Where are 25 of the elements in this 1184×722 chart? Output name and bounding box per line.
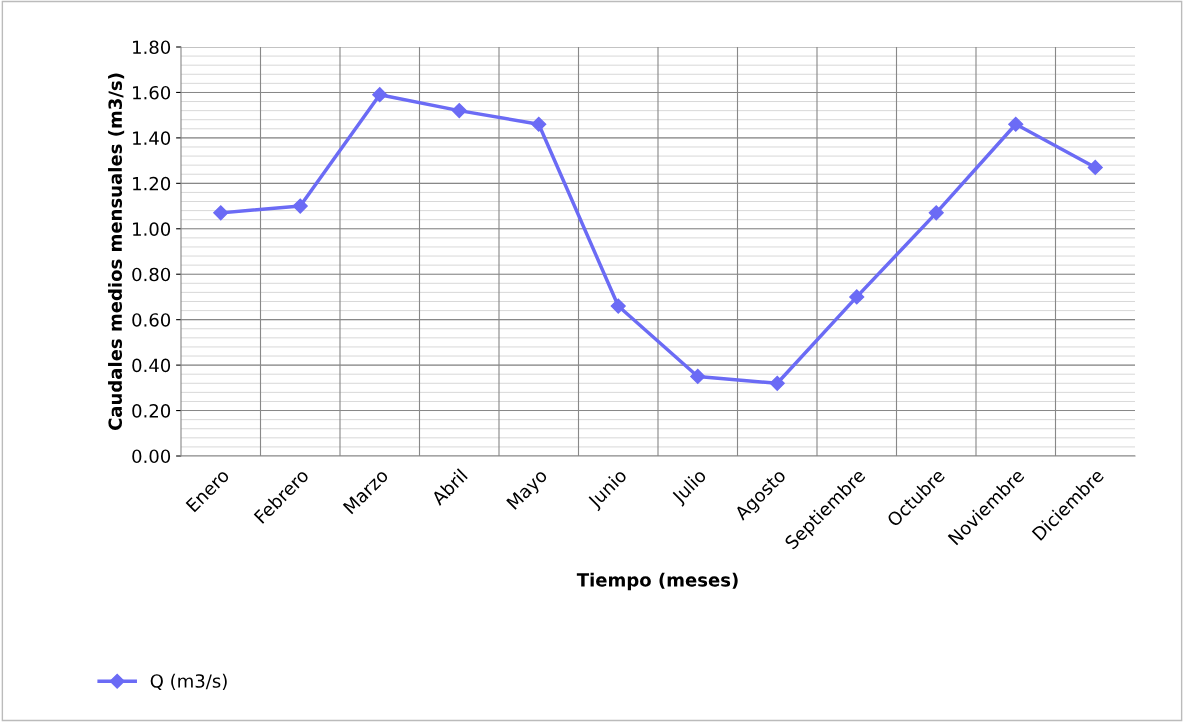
point: [372, 87, 388, 103]
point: [849, 289, 865, 305]
y-tick-label: 1.40: [133, 131, 171, 146]
y-tick-label: 1.00: [133, 222, 171, 236]
point: [928, 205, 944, 221]
point: [531, 116, 547, 132]
y-tick-label: 0.80: [132, 267, 171, 282]
y-tick-label: 0.60: [132, 313, 171, 327]
y-tick-label: 1.80: [133, 40, 171, 55]
point: [213, 205, 229, 221]
y-tick-label: 0.20: [132, 404, 171, 418]
legend-label: Q (m3/s): [150, 673, 227, 690]
y-tick-label: 1.20: [133, 176, 171, 191]
y-tick-label: 1.60: [133, 85, 171, 100]
point: [610, 298, 626, 314]
point: [769, 375, 785, 391]
point: [690, 368, 706, 385]
point: [292, 198, 308, 214]
point: [1087, 159, 1103, 175]
point: [1008, 116, 1024, 132]
y-axis-title: Caudales medios mensuales (m3/s): [108, 73, 125, 431]
y-tick-label: 0.40: [132, 358, 171, 373]
x-axis-title: Tiempo (meses): [576, 572, 738, 591]
point: [451, 103, 467, 119]
y-tick-label: 0.00: [132, 449, 171, 464]
